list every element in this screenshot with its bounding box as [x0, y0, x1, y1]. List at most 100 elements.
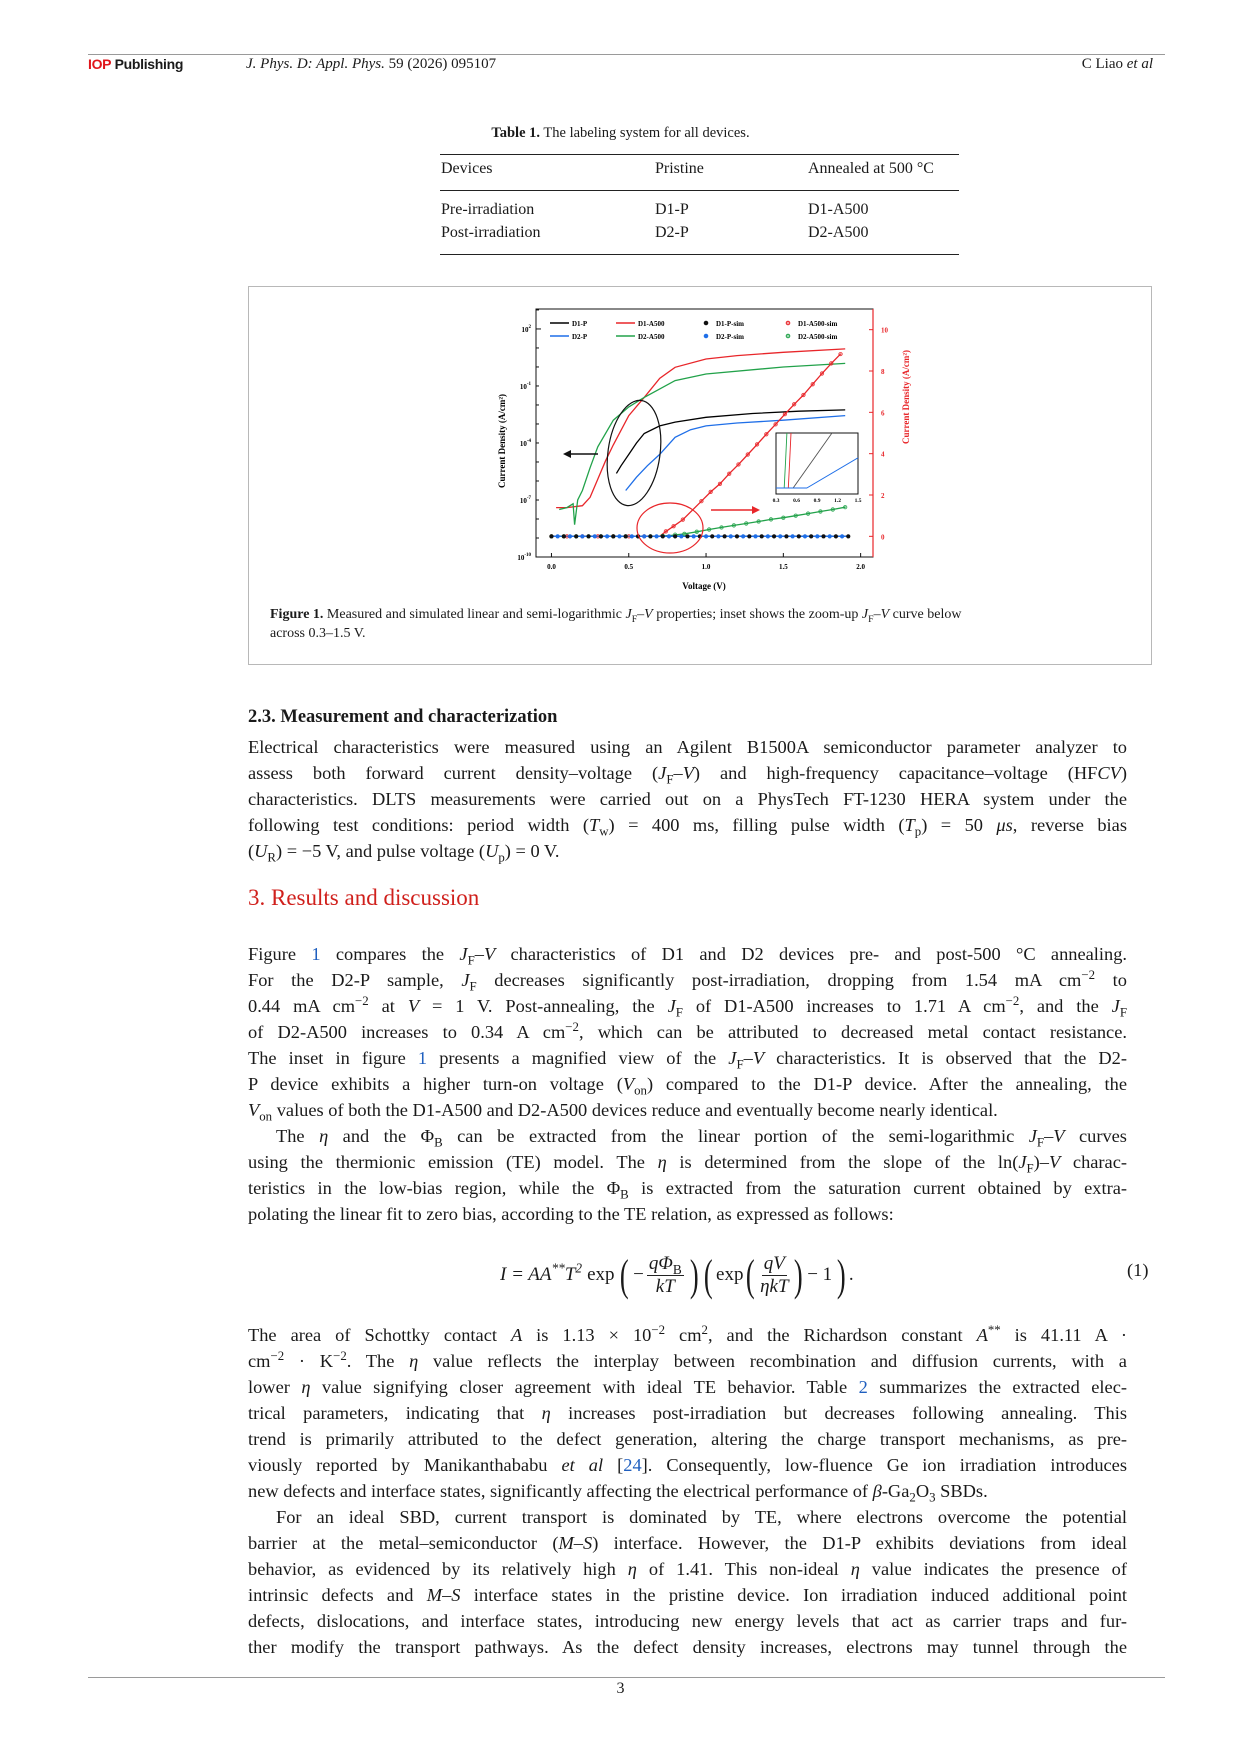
marker-d1-p-sim [673, 534, 678, 539]
table-header-rule [440, 190, 959, 191]
legend-label: D2-P-sim [716, 333, 744, 341]
table-cell: D2-P [655, 224, 689, 241]
figure-label: Figure 1. [270, 607, 324, 622]
text-line: Von values of both the D1-A500 and D2-A5… [248, 1100, 998, 1124]
marker-d2-a500-sim [818, 509, 823, 514]
y-right-axis-title: Current Density (A/cm²) [901, 350, 911, 444]
marker-d1-a500-sim [810, 382, 815, 387]
legend-marker [703, 333, 709, 339]
x-tick-label: 2.0 [856, 563, 865, 571]
marker-d1-a500-sim [829, 361, 834, 366]
legend-label: D2-P [572, 333, 588, 341]
legend-marker [785, 333, 791, 339]
table-caption: Table 1. The labeling system for all dev… [0, 125, 1241, 142]
table-cell: Post-irradiation [441, 224, 541, 241]
running-authors: C Liao et al [1082, 56, 1153, 73]
legend-label: D1-A500 [638, 320, 665, 328]
equation-numerator: qV [761, 1252, 787, 1276]
y-left-tick-label: 10-1 [520, 382, 532, 391]
table-bottom-rule [440, 254, 959, 255]
right-arrow-head-icon [752, 506, 760, 514]
marker-d2-a500-sim [843, 505, 848, 510]
inset-x-tick-label: 1.5 [855, 498, 862, 504]
marker-d1-p-sim [549, 534, 554, 539]
marker-d1-a500-sim [801, 392, 806, 398]
equation-lhs: I = AA**T2 [500, 1260, 583, 1285]
text-line: new defects and interface states, signif… [248, 1481, 988, 1505]
y-right-tick-label: 6 [881, 409, 885, 417]
marker-d2-p-sim [778, 534, 783, 539]
marker-d2-p-sim [666, 534, 672, 539]
inset-series-d2-p [776, 457, 859, 489]
marker-d1-a500-sim [663, 529, 668, 534]
marker-d2-p-sim [555, 534, 560, 539]
footer-rule [88, 1677, 1165, 1678]
table-header-cell: Pristine [655, 160, 704, 177]
y-left-tick-label: 10-10 [517, 553, 531, 562]
y-left-axis-title: Current Density (A/cm²) [497, 394, 507, 488]
marker-d2-p-sim [716, 534, 721, 539]
y-right-tick-label: 10 [881, 327, 889, 335]
marker-d1-a500-sim [764, 432, 769, 437]
text-line: viously reported by Manikanthababu et al… [248, 1455, 1127, 1475]
marker-d1-p-sim [722, 534, 727, 539]
section-heading-3: 3. Results and discussion [248, 885, 480, 910]
equation-denominator: ηkT [760, 1275, 789, 1297]
marker-d2-a500-sim [707, 527, 712, 532]
equation-svg: I = AA**T2 exp ( − qΦB kT ) ( exp ( qV η… [500, 1251, 854, 1300]
marker-d2-p-sim [642, 534, 647, 539]
marker-d2-a500-sim [719, 525, 724, 530]
table-header-cell: Devices [441, 160, 493, 177]
figure-1: 0.0 0.5 1.0 1.5 2.0 102 10-1 10-4 10-7 10-10 0 2 4 6 8… [248, 286, 1152, 665]
inset-x-tick-label: 0.6 [793, 498, 800, 504]
marker-d2-p-sim [741, 534, 746, 539]
marker-d1-p-sim [846, 534, 851, 539]
text-line: trend is primarily attributed to the def… [248, 1429, 1127, 1449]
volume: 59 [388, 56, 404, 72]
marker-d1-p-sim [648, 534, 653, 539]
legend-marker [703, 320, 709, 326]
text-line: The inset in figure 1 presents a magnifi… [248, 1048, 1127, 1072]
text-line: following test conditions: period width … [248, 815, 1127, 839]
equation-exp: exp [716, 1264, 744, 1285]
legend-label: D1-P [572, 320, 588, 328]
marker-d2-a500-sim [756, 519, 761, 524]
equation-denominator: kT [655, 1275, 675, 1297]
marker-d1-a500-sim [727, 471, 732, 476]
et-al: et al [1126, 56, 1153, 72]
marker-d1-p-sim [710, 534, 715, 539]
paragraph-3-4: For an ideal SBD, current transport is d… [248, 1504, 1127, 1660]
marker-d2-p-sim [617, 534, 622, 539]
inset-x-tick-label: 1.2 [834, 498, 841, 504]
year-article: (2026) 095107 [407, 56, 497, 72]
marker-d1-p-sim [821, 534, 826, 539]
text-line: Electrical characteristics were measured… [248, 737, 1127, 757]
legend-label: D2-A500-sim [798, 333, 837, 341]
text-line: lower η value signifying closer agreemen… [248, 1377, 1127, 1397]
text-line: P device exhibits a higher turn-on volta… [248, 1074, 1127, 1098]
marker-d2-a500-sim [781, 515, 786, 520]
series-d2-a500-linear [659, 506, 846, 537]
text-line: The η and the ΦB can be extracted from t… [276, 1126, 1127, 1150]
marker-d2-a500-sim [830, 507, 835, 512]
marker-d2-a500-sim [731, 523, 736, 528]
paragraph-3-1: Figure 1 compares the JF–V characteristi… [248, 941, 1127, 1123]
marker-d1-a500-sim [773, 422, 778, 427]
marker-d2-p-sim [592, 534, 597, 539]
table-caption-text: The labeling system for all devices. [543, 125, 750, 141]
marker-d1-p-sim [598, 534, 604, 539]
legend-label: D2-A500 [638, 333, 665, 341]
marker-d2-a500-sim [682, 531, 687, 536]
marker-d2-p-sim [728, 534, 733, 539]
author-name: C Liao [1081, 56, 1123, 72]
text-line: teristics in the low-bias region, while … [248, 1178, 1128, 1202]
marker-d1-p-sim [771, 534, 777, 539]
text-line: polating the linear fit to zero bias, ac… [248, 1204, 894, 1224]
marker-d2-a500-sim [694, 529, 699, 534]
marker-d2-a500-sim [805, 511, 811, 516]
equation-1: I = AA**T2 exp ( − qΦB kT ) ( exp ( qV η… [500, 1248, 1120, 1308]
marker-d2-p-sim [679, 534, 684, 539]
red-ellipse-annotation [636, 502, 704, 554]
table-top-rule [440, 154, 959, 155]
